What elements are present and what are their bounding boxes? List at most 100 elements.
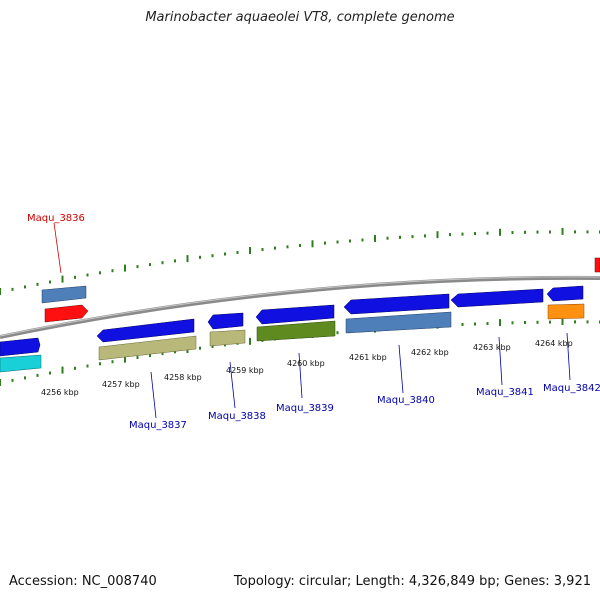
minor-tick [199, 255, 201, 259]
outer-tick-row [0, 227, 600, 295]
major-tick [561, 318, 564, 325]
minor-tick [149, 354, 151, 358]
minor-tick [49, 371, 51, 375]
gene-label-maqu-3839[interactable]: Maqu_3839 [276, 403, 334, 414]
minor-tick [411, 235, 414, 239]
minor-tick [511, 231, 514, 234]
minor-tick [586, 230, 589, 234]
major-tick [61, 366, 64, 374]
gene-label-maqu-3838[interactable]: Maqu_3838 [208, 411, 266, 422]
major-tick [0, 288, 1, 295]
scale-label: 4262 kbp [411, 348, 449, 357]
minor-tick [86, 364, 89, 368]
minor-tick [424, 234, 426, 238]
minor-tick [99, 271, 101, 275]
gene-label-group: Maqu_3836 Maqu_3837 Maqu_3838 Maqu_3839 … [27, 213, 600, 431]
major-tick [499, 228, 501, 236]
leader-maqu-3838 [229, 361, 236, 409]
major-tick [124, 264, 126, 272]
cds-maqu-3838[interactable] [207, 312, 244, 330]
gene-maqu-3839[interactable] [256, 320, 336, 342]
gene-maqu-3838[interactable] [209, 329, 246, 347]
major-tick [249, 337, 251, 345]
minor-tick [461, 323, 464, 326]
gene-label-maqu-3837[interactable]: Maqu_3837 [129, 420, 187, 431]
feature-track [0, 257, 600, 373]
cds-maqu-3837[interactable] [96, 318, 195, 343]
minor-tick [174, 350, 176, 354]
minor-tick [286, 245, 289, 249]
leader-maqu-3842 [566, 332, 571, 381]
cds-maqu-3840[interactable] [343, 293, 450, 315]
minor-tick [149, 263, 151, 267]
minor-tick [524, 230, 526, 234]
minor-tick [349, 239, 351, 243]
minor-tick [274, 246, 276, 250]
minor-tick [474, 232, 476, 236]
gene-maqu-3837[interactable] [98, 335, 197, 361]
cds-maqu-3839[interactable] [255, 304, 335, 325]
minor-tick [74, 275, 76, 279]
minor-tick [586, 320, 589, 324]
gene-label-maqu-3841[interactable]: Maqu_3841 [476, 387, 534, 398]
minor-tick [574, 320, 576, 324]
minor-tick [36, 373, 39, 377]
major-tick [124, 355, 126, 363]
gene-label-maqu-3842[interactable]: Maqu_3842 [543, 383, 600, 394]
minor-tick [111, 269, 114, 273]
cds-left-bottom[interactable] [0, 354, 42, 373]
label-leader-lines [53, 222, 571, 419]
minor-tick [199, 346, 201, 350]
major-tick [249, 247, 251, 254]
minor-tick [324, 241, 326, 245]
leader-maqu-3837 [150, 371, 157, 419]
scale-label: 4260 kbp [287, 359, 325, 368]
minor-tick [211, 345, 214, 348]
minor-tick [111, 360, 114, 364]
minor-tick [74, 366, 76, 370]
scale-label: 4263 kbp [473, 343, 511, 352]
scale-label: 4258 kbp [164, 373, 202, 382]
minor-tick [486, 231, 489, 235]
major-tick [374, 235, 376, 242]
minor-tick [299, 244, 301, 247]
gene-maqu-3836[interactable] [41, 285, 87, 304]
major-tick [311, 240, 314, 248]
cds-maqu-3842[interactable] [546, 285, 584, 302]
minor-tick [174, 259, 176, 263]
major-tick [186, 255, 189, 263]
minor-tick [336, 240, 339, 244]
minor-tick [524, 321, 526, 324]
major-tick [436, 231, 439, 239]
leader-maqu-3840 [398, 344, 404, 394]
gene-maqu-3840[interactable] [345, 311, 452, 334]
scale-label: 4261 kbp [349, 353, 387, 362]
cds-edge-red[interactable] [594, 257, 600, 273]
minor-tick [49, 280, 51, 284]
gene-label-maqu-3836[interactable]: Maqu_3836 [27, 213, 85, 224]
cds-maqu-3841[interactable] [450, 288, 544, 308]
minor-tick [486, 322, 489, 325]
cds-maqu-3836[interactable] [44, 304, 89, 323]
minor-tick [574, 230, 576, 234]
gene-maqu-3842[interactable] [547, 303, 585, 320]
minor-tick [361, 238, 364, 242]
minor-tick [99, 362, 101, 366]
minor-tick [136, 356, 139, 359]
minor-tick [161, 261, 164, 265]
minor-tick [261, 248, 264, 251]
accession-label: Accession: NC_008740 [9, 574, 157, 589]
minor-tick [224, 252, 226, 256]
gene-label-maqu-3840[interactable]: Maqu_3840 [377, 395, 435, 406]
scale-label: 4264 kbp [535, 339, 573, 348]
minor-tick [399, 235, 401, 239]
minor-tick [136, 265, 139, 269]
scale-label: 4259 kbp [226, 366, 264, 375]
minor-tick [536, 230, 539, 234]
genome-backbone [0, 275, 600, 339]
cds-left-top[interactable] [0, 337, 41, 357]
minor-tick [86, 273, 89, 277]
minor-tick [24, 285, 26, 289]
